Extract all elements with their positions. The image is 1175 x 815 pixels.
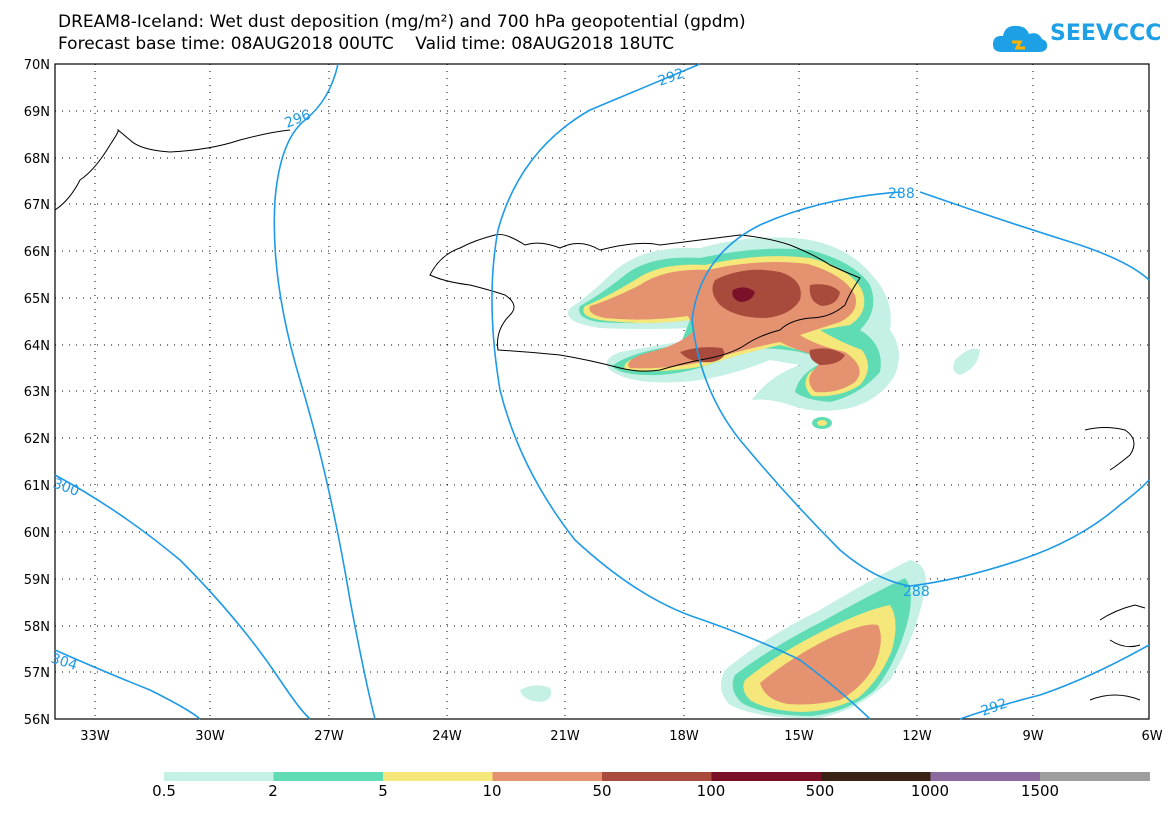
legend-label: 100 (696, 782, 726, 800)
svg-text:65N: 65N (24, 292, 50, 307)
svg-text:12W: 12W (902, 729, 932, 744)
svg-text:15W: 15W (784, 729, 814, 744)
dust-deposition-plume (520, 560, 926, 719)
cloud-logo-icon (992, 25, 1048, 52)
legend-swatch (602, 772, 712, 781)
svg-text:9W: 9W (1022, 729, 1043, 744)
legend-swatch (1040, 772, 1150, 781)
svg-text:61N: 61N (24, 479, 50, 494)
legend-label: 500 (805, 782, 835, 800)
legend-label: 50 (592, 782, 612, 800)
svg-text:18W: 18W (669, 729, 699, 744)
legend-swatch (273, 772, 384, 781)
legend-swatch (711, 772, 822, 781)
geopotential-contours (54, 63, 1150, 720)
svg-text:21W: 21W (550, 729, 580, 744)
legend-label: 1000 (910, 782, 950, 800)
coastlines (54, 129, 1146, 701)
legend-swatch (492, 772, 603, 781)
map-title: DREAM8-Iceland: Wet dust deposition (mg/… (58, 12, 746, 32)
svg-text:64N: 64N (24, 339, 50, 354)
longitude-labels: 33W 30W 27W 24W 21W 18W 15W 12W 9W 6W (80, 729, 1162, 744)
logo-text: SEEVCCC (1050, 21, 1162, 46)
legend-label: 2 (268, 782, 278, 800)
dust-deposition-iceland (568, 237, 980, 429)
svg-text:70N: 70N (24, 58, 50, 73)
contour-label-304: 304 (49, 651, 79, 675)
svg-text:33W: 33W (80, 729, 110, 744)
svg-text:63N: 63N (24, 385, 50, 400)
svg-text:24W: 24W (432, 729, 462, 744)
svg-text:56N: 56N (24, 713, 50, 728)
svg-text:62N: 62N (24, 432, 50, 447)
legend-swatch (164, 772, 274, 781)
legend-swatch (821, 772, 931, 781)
svg-text:68N: 68N (24, 152, 50, 167)
legend-label: 10 (482, 782, 502, 800)
svg-text:27W: 27W (314, 729, 344, 744)
legend-label: 5 (378, 782, 388, 800)
svg-text:6W: 6W (1141, 729, 1162, 744)
svg-text:69N: 69N (24, 105, 50, 120)
legend-label: 0.5 (152, 782, 176, 800)
svg-text:67N: 67N (24, 198, 50, 213)
svg-text:59N: 59N (24, 573, 50, 588)
svg-text:66N: 66N (24, 245, 50, 260)
legend-swatch (930, 772, 1041, 781)
map-subtitle: Forecast base time: 08AUG2018 00UTC Vali… (58, 34, 675, 54)
svg-text:58N: 58N (24, 620, 50, 635)
legend-label: 1500 (1020, 782, 1060, 800)
svg-text:57N: 57N (24, 666, 50, 681)
latitude-labels: 70N 69N 68N 67N 66N 65N 64N 63N 62N 61N … (24, 58, 50, 728)
contour-label-288-top: 288 (888, 186, 915, 202)
svg-text:30W: 30W (195, 729, 225, 744)
legend-swatch (383, 772, 493, 781)
svg-text:60N: 60N (24, 526, 50, 541)
colorbar (164, 772, 1150, 781)
contour-label-288-bottom: 288 (903, 584, 930, 600)
